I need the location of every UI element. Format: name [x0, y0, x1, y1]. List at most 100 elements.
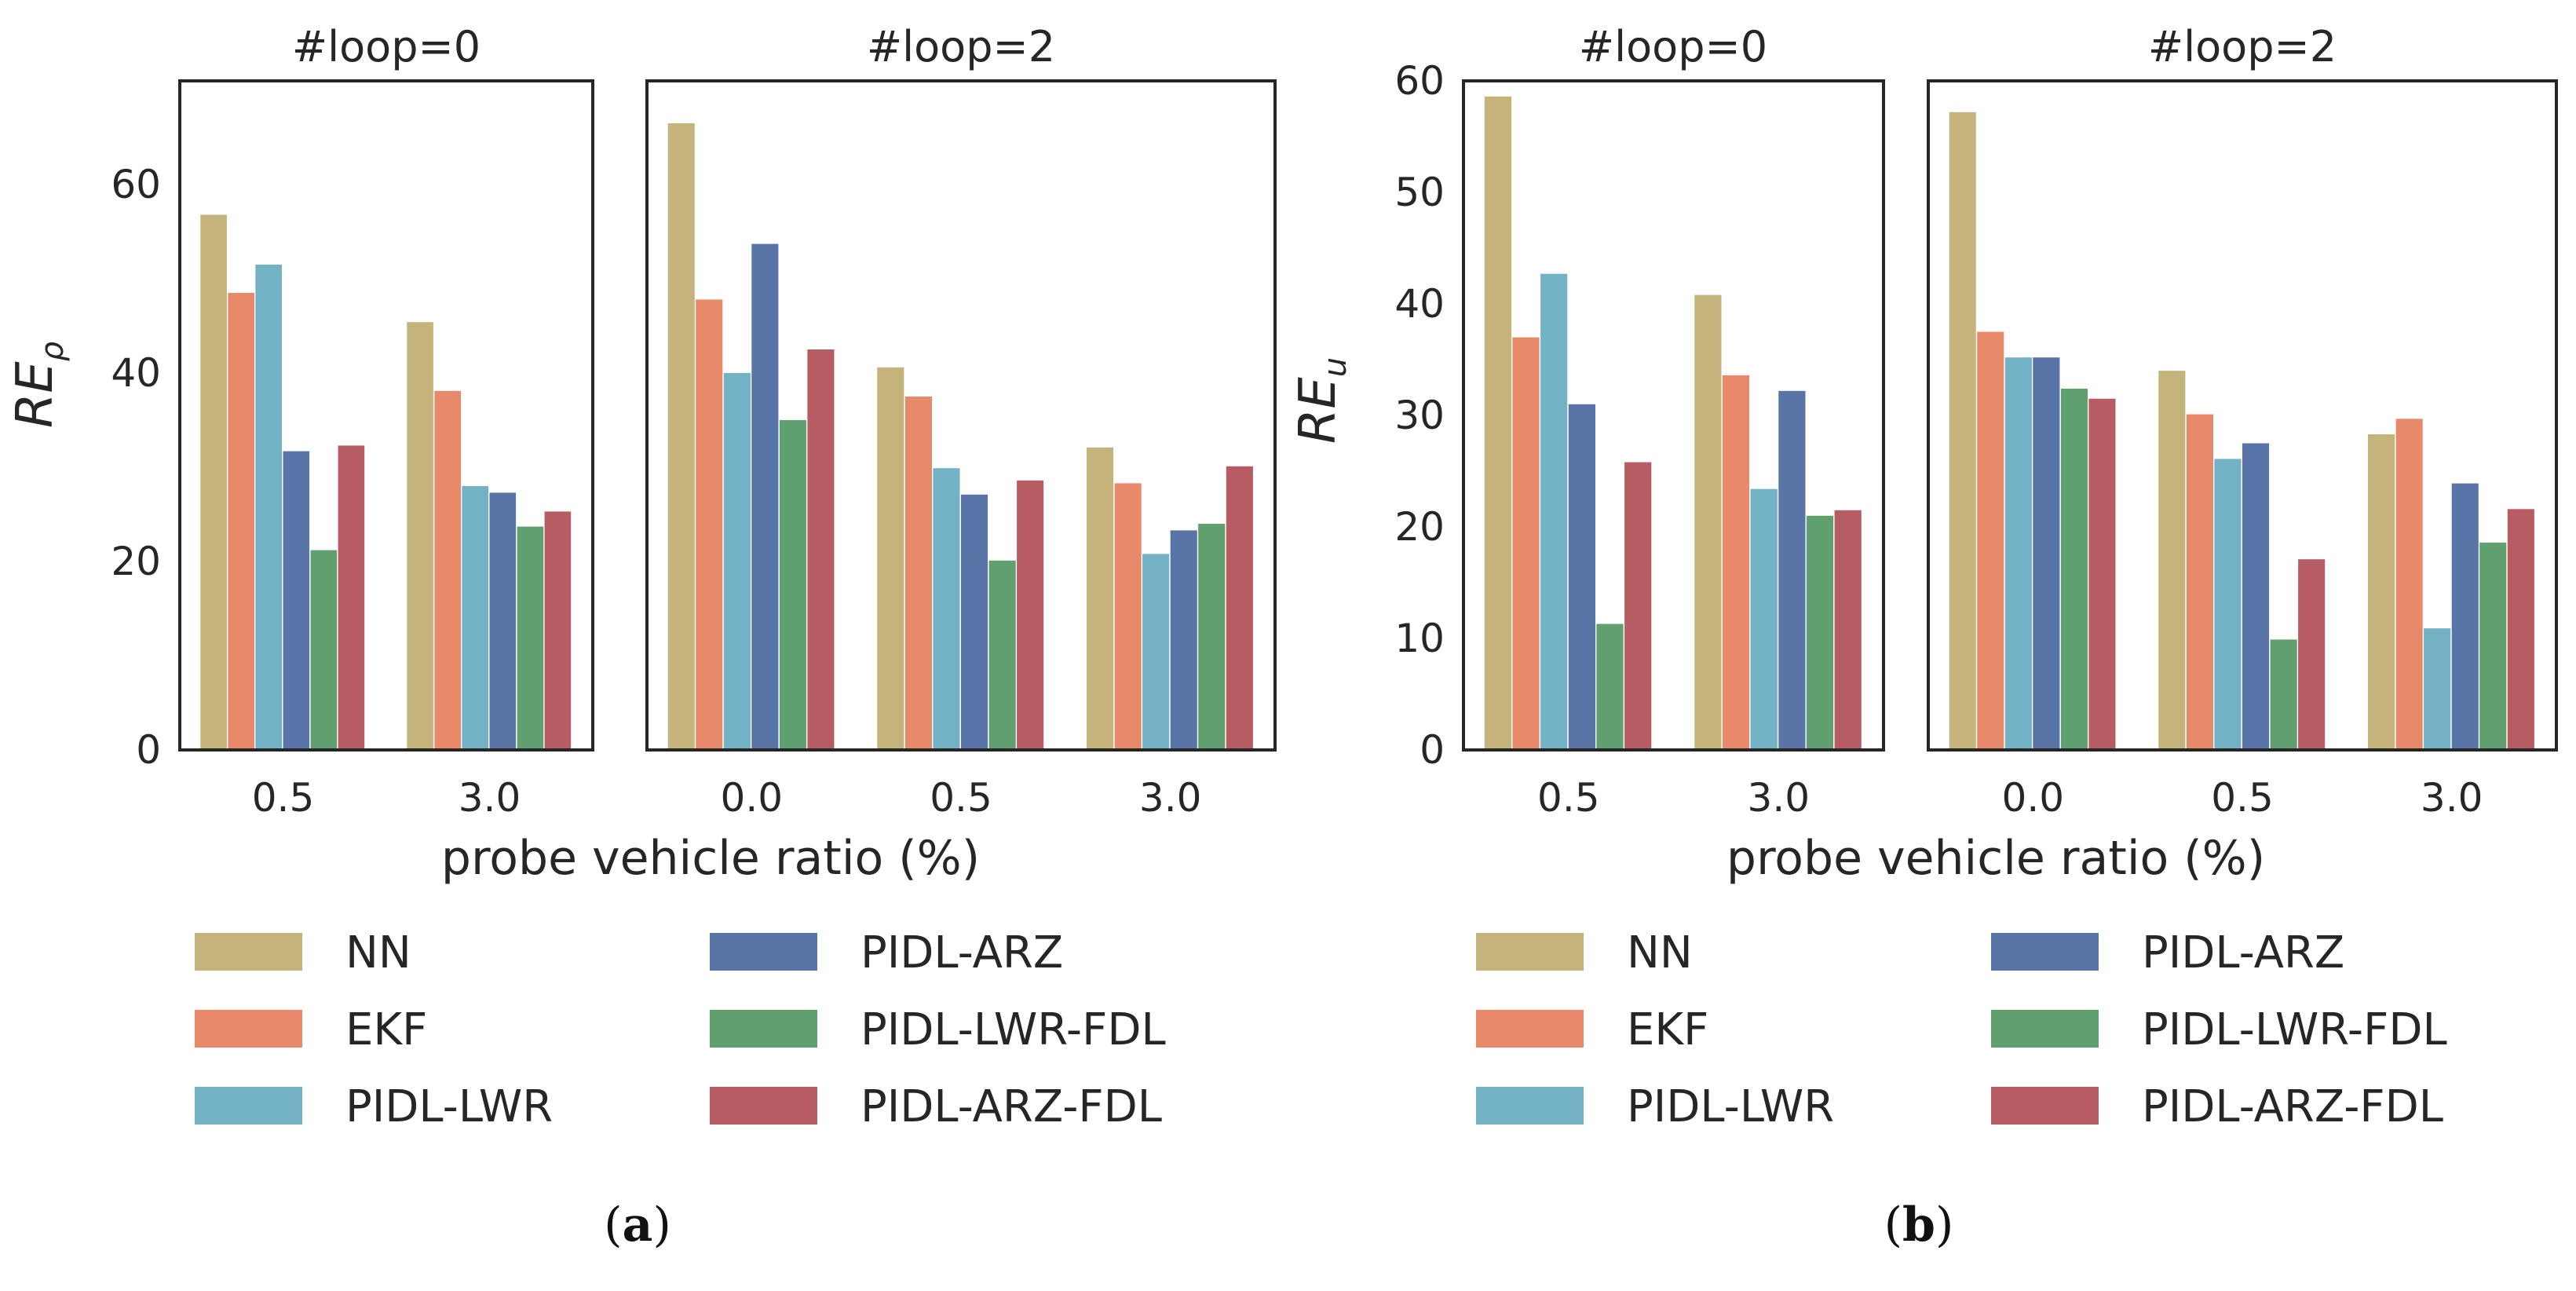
- figure-a-caption: (a): [604, 1198, 671, 1253]
- figure-a-panel-loop0: #loop=0 0 20 40 60 0.5 3.0: [111, 22, 594, 821]
- bar-nn-0.5: [200, 214, 227, 750]
- bar-nn-0.5: [877, 367, 904, 750]
- bar-ekf-3.0: [1114, 483, 1142, 750]
- bar-pidl-arz-0.0: [751, 243, 779, 751]
- bar-pidl-lwr-fdl-0.5: [1596, 624, 1624, 750]
- bar-pidl-lwr-3.0: [462, 486, 488, 750]
- bar-pidl-lwr-fdl-3.0: [1806, 515, 1834, 750]
- figure-b-ylabel: REu: [1289, 357, 1354, 444]
- legend-swatch-pidl-lwr: [195, 1087, 302, 1125]
- x-tick-label: 0.5: [252, 775, 315, 821]
- bar-pidl-lwr-0.5: [2214, 459, 2242, 750]
- x-tick-label: 3.0: [2421, 775, 2483, 821]
- figure-a-ylabel: REρ: [6, 342, 71, 428]
- panel-frame: [178, 79, 594, 752]
- legend-swatch-pidl-lwr-fdl: [710, 1010, 817, 1048]
- legend-label-pidl-lwr: PIDL-LWR: [1627, 1081, 1834, 1132]
- legend-label-nn: NN: [1627, 927, 1693, 978]
- x-tick-label: 3.0: [1139, 775, 1202, 821]
- bar-pidl-arz-fdl-3.0: [544, 511, 572, 750]
- figure-b-panel-loop0: #loop=0 0 10 20 30 40 50 60 0.5 3.0: [1394, 22, 1885, 821]
- legend-swatch-pidl-lwr: [1476, 1087, 1584, 1125]
- bar-pidl-arz-3.0: [2451, 483, 2479, 750]
- legend-swatch-pidl-lwr-fdl: [1991, 1010, 2099, 1048]
- bars: [200, 214, 572, 750]
- legend-label-ekf: EKF: [345, 1004, 427, 1055]
- bar-pidl-lwr-3.0: [1750, 488, 1778, 750]
- bar-pidl-arz-fdl-3.0: [1834, 510, 1862, 750]
- legend-swatch-pidl-arz-fdl: [710, 1087, 817, 1125]
- legend-swatch-pidl-arz-fdl: [1991, 1087, 2099, 1125]
- x-tick-label: 0.0: [721, 775, 784, 821]
- y-tick-label: 40: [111, 350, 161, 396]
- legend-label-pidl-lwr-fdl: PIDL-LWR-FDL: [2142, 1004, 2447, 1055]
- y-tick-label: 0: [136, 727, 161, 773]
- legend-swatch-nn: [1476, 933, 1584, 971]
- panel-frame: [1462, 79, 1885, 752]
- bar-ekf-3.0: [1722, 375, 1750, 750]
- y-tick-label: 50: [1394, 170, 1445, 215]
- x-tick-label: 0.5: [1537, 775, 1600, 821]
- bar-nn-3.0: [407, 322, 433, 750]
- bar-pidl-lwr-fdl-0.5: [310, 550, 338, 750]
- panel-title: #loop=0: [292, 22, 480, 71]
- legend-swatch-pidl-arz: [710, 933, 817, 971]
- panel-frame: [645, 79, 1277, 752]
- figure-a-xlabel: probe vehicle ratio (%): [441, 831, 980, 886]
- y-tick-label: 20: [1394, 504, 1445, 550]
- legend-label-pidl-arz-fdl: PIDL-ARZ-FDL: [2142, 1081, 2443, 1132]
- legend-label-ekf: EKF: [1627, 1004, 1708, 1055]
- legend-swatch-ekf: [195, 1010, 302, 1048]
- bar-pidl-arz-fdl-0.5: [1017, 480, 1044, 750]
- bar-pidl-lwr-0.5: [1540, 273, 1568, 750]
- bar-pidl-lwr-fdl-0.5: [2270, 639, 2297, 750]
- y-tick-label: 60: [1394, 58, 1445, 104]
- bar-pidl-arz-fdl-0.0: [2088, 398, 2116, 750]
- x-axis-ticks: 0.5 3.0: [1537, 775, 1810, 821]
- bar-pidl-arz-0.5: [283, 451, 310, 750]
- bar-pidl-lwr-0.5: [255, 265, 282, 750]
- bar-ekf-0.5: [2186, 414, 2213, 750]
- figure-b-caption: (b): [1884, 1198, 1954, 1253]
- bar-pidl-arz-0.5: [2242, 443, 2270, 750]
- bars: [1484, 96, 1862, 751]
- bar-pidl-arz-fdl-3.0: [1226, 466, 1253, 750]
- bar-pidl-arz-fdl-3.0: [2507, 509, 2534, 750]
- bars: [667, 123, 1253, 751]
- bar-pidl-arz-fdl-0.5: [1624, 462, 1652, 750]
- bar-nn-3.0: [2368, 434, 2395, 750]
- bar-pidl-lwr-0.0: [2004, 357, 2032, 750]
- bar-pidl-arz-3.0: [489, 492, 517, 750]
- y-tick-label: 10: [1394, 616, 1445, 661]
- bar-pidl-arz-fdl-0.5: [338, 445, 365, 750]
- figure-b-panel-loop2: #loop=2 0.0 0.5 3.0: [1927, 22, 2558, 821]
- bar-nn-3.0: [1087, 447, 1114, 750]
- panel-title: #loop=2: [867, 22, 1055, 71]
- bar-pidl-lwr-fdl-0.5: [988, 560, 1016, 750]
- x-tick-label: 0.5: [930, 775, 992, 821]
- bar-pidl-arz-0.5: [961, 494, 988, 750]
- panel-title: #loop=0: [1579, 22, 1767, 71]
- bar-ekf-0.5: [904, 397, 932, 750]
- bar-ekf-3.0: [2395, 419, 2423, 750]
- figure-b-legend: NN EKF PIDL-LWR PIDL-ARZ PIDL-LWR-FDL PIDL-AR…: [1476, 927, 2447, 1132]
- bar-nn-0.5: [1484, 96, 1511, 750]
- x-axis-ticks: 0.5 3.0: [252, 775, 521, 821]
- bar-pidl-lwr-fdl-3.0: [517, 526, 544, 750]
- figure-b-xlabel: probe vehicle ratio (%): [1726, 831, 2265, 886]
- bar-pidl-lwr-0.0: [723, 373, 751, 750]
- legend-swatch-ekf: [1476, 1010, 1584, 1048]
- bar-ekf-0.5: [1512, 337, 1540, 751]
- bar-nn-0.5: [2158, 371, 2186, 750]
- bar-ekf-0.0: [696, 299, 723, 750]
- bar-ekf-3.0: [434, 390, 461, 750]
- bar-pidl-arz-fdl-0.0: [807, 349, 835, 750]
- bar-pidl-arz-3.0: [1170, 530, 1197, 750]
- figure-b: REu #loop=0 0 10 20 30 40 50 60 0.5 3.0 #loop=2…: [1289, 22, 2558, 1253]
- bar-ekf-0.0: [1977, 331, 2004, 750]
- bar-pidl-lwr-fdl-3.0: [1198, 524, 1226, 750]
- y-axis-ticks: 0 10 20 30 40 50 60: [1394, 58, 1445, 773]
- legend-label-nn: NN: [345, 927, 411, 978]
- figure-a-panel-loop2: #loop=2 0.0 0.5 3.0: [645, 22, 1277, 821]
